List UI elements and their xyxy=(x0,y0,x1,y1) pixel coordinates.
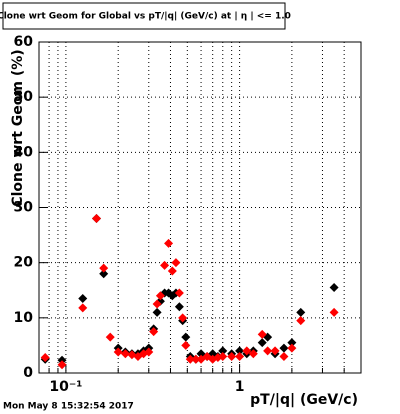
y-tick-label: 0 xyxy=(23,365,33,381)
marker xyxy=(181,332,191,342)
marker xyxy=(279,343,289,353)
marker xyxy=(40,353,50,363)
marker xyxy=(257,338,267,348)
marker xyxy=(91,214,101,224)
marker xyxy=(120,349,130,359)
marker xyxy=(174,288,184,298)
marker xyxy=(149,327,159,337)
marker xyxy=(171,258,181,268)
marker xyxy=(279,351,289,361)
x-tick-label: 1 xyxy=(235,379,245,395)
marker xyxy=(235,346,245,356)
x-axis-label: pT/|q| (GeV/c) xyxy=(250,392,358,408)
marker xyxy=(287,343,297,353)
y-tick-label: 30 xyxy=(14,200,34,216)
marker xyxy=(287,338,297,348)
y-tick-label: 20 xyxy=(14,255,34,271)
x-tick-label: 10⁻¹ xyxy=(49,379,82,395)
marker xyxy=(99,269,109,279)
marker xyxy=(242,346,252,356)
marker xyxy=(296,316,306,326)
marker xyxy=(191,354,201,364)
marker xyxy=(144,347,154,357)
marker xyxy=(78,303,88,313)
marker xyxy=(105,332,115,342)
y-tick-label: 10 xyxy=(14,310,34,326)
marker xyxy=(78,294,88,304)
marker xyxy=(257,329,267,339)
plot-frame xyxy=(38,41,362,374)
marker xyxy=(185,354,195,364)
title-box xyxy=(2,2,286,30)
y-axis-label: Clone wrt Geom (%) xyxy=(10,49,26,206)
marker xyxy=(99,263,109,273)
marker xyxy=(167,266,177,276)
marker xyxy=(296,307,306,317)
y-tick-label: 40 xyxy=(14,144,34,160)
chart-title: Clone wrt Geom for Global vs pT/|q| (GeV… xyxy=(0,12,291,22)
marker xyxy=(57,360,67,370)
marker xyxy=(218,351,228,361)
marker xyxy=(248,349,258,359)
marker xyxy=(174,302,184,312)
footer: Mon May 8 15:32:54 2017 xyxy=(3,402,134,412)
y-tick-label: 60 xyxy=(14,34,34,50)
marker xyxy=(227,351,237,361)
marker xyxy=(270,346,280,356)
marker xyxy=(164,238,174,248)
y-tick-label: 50 xyxy=(14,89,34,105)
marker xyxy=(329,307,339,317)
marker xyxy=(178,313,188,323)
marker xyxy=(152,307,162,317)
marker xyxy=(218,346,228,356)
marker xyxy=(263,346,273,356)
marker xyxy=(152,299,162,309)
marker xyxy=(160,260,170,270)
marker xyxy=(155,291,165,301)
marker xyxy=(235,351,245,361)
marker xyxy=(329,282,339,292)
marker xyxy=(113,347,123,357)
marker xyxy=(181,340,191,350)
